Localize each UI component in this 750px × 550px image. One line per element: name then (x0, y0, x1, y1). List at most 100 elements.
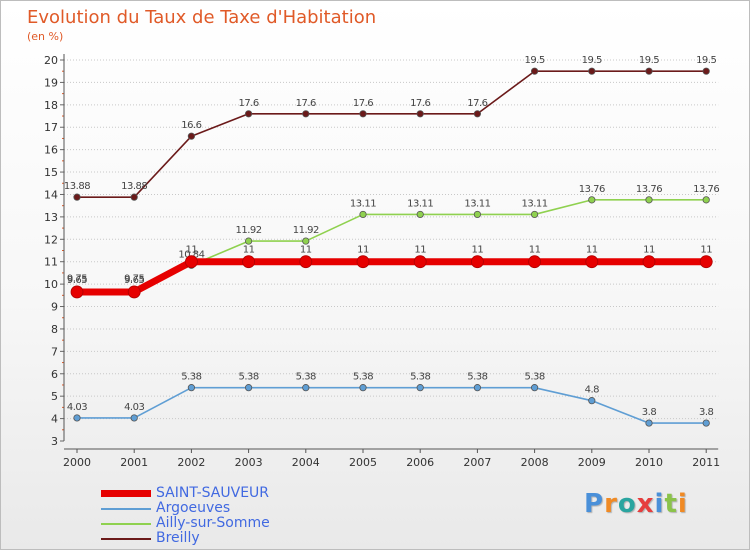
data-label: 19.5 (524, 55, 544, 66)
data-point (302, 237, 310, 245)
x-tick-label: 2010 (635, 456, 663, 469)
data-point (242, 255, 256, 269)
y-tick-label: 5 (51, 390, 58, 403)
y-tick-label: 3 (51, 435, 58, 448)
data-point (359, 110, 367, 118)
data-point (530, 210, 539, 219)
data-point (130, 414, 138, 422)
legend-swatch (101, 508, 151, 510)
data-label: 17.6 (238, 98, 258, 109)
y-tick-label: 4 (51, 413, 58, 426)
data-point (585, 255, 599, 269)
chart-title: Evolution du Taux de Taxe d'Habitation (27, 7, 377, 28)
legend-swatch (101, 538, 151, 540)
data-label: 5.38 (410, 372, 430, 383)
y-tick-label: 6 (51, 368, 58, 381)
legend-swatch (101, 523, 151, 525)
data-label: 17.6 (296, 98, 316, 109)
x-tick-label: 2001 (120, 456, 148, 469)
data-point (702, 196, 710, 204)
data-label: 17.6 (410, 98, 430, 109)
data-point (588, 67, 596, 75)
data-label: 5.38 (181, 372, 201, 383)
data-point (473, 210, 481, 219)
y-tick-label: 10 (44, 278, 58, 291)
data-point (73, 414, 81, 422)
data-point (530, 67, 539, 75)
x-tick-label: 2003 (235, 456, 263, 469)
data-label: 19.5 (696, 55, 716, 66)
data-label: 4.03 (67, 402, 87, 413)
data-label: 11 (529, 245, 541, 256)
data-point (642, 255, 656, 269)
data-label: 4.8 (585, 385, 600, 396)
y-tick-label: 13 (44, 211, 58, 224)
x-tick-label: 2009 (578, 456, 606, 469)
data-point (359, 384, 367, 392)
y-tick-label: 18 (44, 99, 58, 112)
data-point (588, 397, 596, 405)
y-tick-label: 14 (44, 188, 58, 201)
data-point (699, 255, 713, 269)
legend-swatch (101, 490, 151, 497)
data-point (416, 384, 424, 392)
data-point (470, 255, 484, 269)
data-point (127, 285, 141, 299)
y-tick-label: 17 (44, 121, 58, 134)
data-label: 13.88 (64, 181, 90, 192)
y-tick-label: 20 (44, 54, 58, 67)
data-point (245, 237, 253, 245)
data-label: 5.38 (467, 372, 487, 383)
data-point (299, 255, 313, 269)
data-point (702, 67, 710, 75)
data-point (356, 255, 370, 269)
data-label: 16.6 (181, 120, 201, 131)
data-label: 5.38 (524, 372, 544, 383)
data-label: 10.84 (178, 249, 204, 260)
data-label: 13.76 (579, 184, 605, 195)
data-point (130, 193, 138, 201)
data-label: 17.6 (467, 98, 487, 109)
data-point (528, 255, 541, 269)
x-tick-label: 2007 (463, 456, 491, 469)
data-label: 11 (300, 245, 312, 256)
series-line-1 (77, 386, 707, 424)
data-point (530, 384, 539, 392)
data-point (184, 255, 198, 269)
y-tick-label: 7 (51, 345, 58, 358)
data-point (588, 196, 596, 204)
x-tick-label: 2000 (63, 456, 91, 469)
data-label: 19.5 (639, 55, 659, 66)
y-tick-label: 12 (44, 233, 58, 246)
data-point (413, 255, 427, 269)
data-label: 11 (357, 245, 369, 256)
data-label: 3.8 (699, 407, 714, 418)
chart-unit-label: (en %) (27, 30, 64, 43)
data-point (645, 419, 653, 427)
data-label: 5.38 (238, 372, 258, 383)
data-label: 5.38 (353, 372, 373, 383)
data-label: 11 (472, 245, 484, 256)
x-tick-label: 2008 (521, 456, 549, 469)
legend-label: Ailly-sur-Somme (156, 515, 270, 531)
y-tick-label: 16 (44, 144, 58, 157)
data-label: 5.38 (296, 372, 316, 383)
data-point (187, 132, 195, 140)
y-tick-label: 15 (44, 166, 58, 179)
data-label: 11 (243, 245, 255, 256)
data-label: 11 (700, 245, 712, 256)
y-tick-label: 9 (51, 301, 58, 314)
data-point (645, 196, 653, 204)
data-point (187, 384, 195, 392)
x-tick-label: 2011 (692, 456, 720, 469)
data-label: 19.5 (582, 55, 602, 66)
data-label: 13.11 (464, 198, 490, 209)
y-tick-label: 8 (51, 323, 58, 336)
data-point (73, 193, 81, 201)
y-tick-label: 11 (44, 256, 58, 269)
data-label: 11.92 (236, 225, 262, 236)
legend-label: SAINT-SAUVEUR (156, 485, 270, 501)
data-label: 13.11 (350, 198, 376, 209)
data-point (416, 210, 424, 219)
data-point (473, 384, 481, 392)
